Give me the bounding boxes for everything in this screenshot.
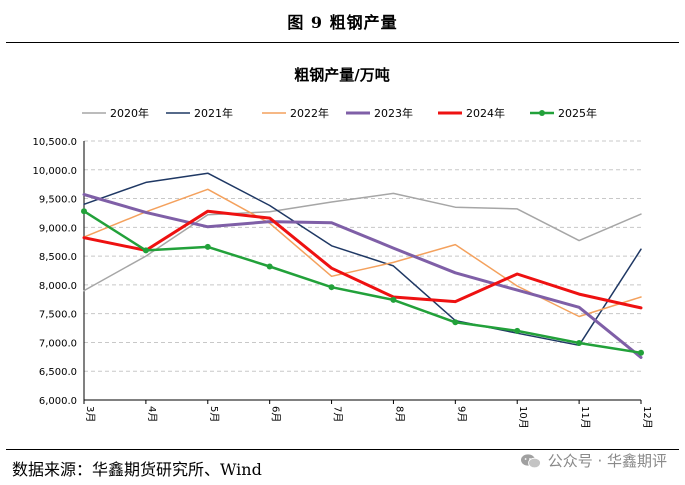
legend-label: 2020年	[110, 106, 149, 120]
watermark: 公众号 · 华鑫期评	[520, 450, 667, 471]
x-tick-label: 4月	[146, 406, 158, 422]
y-tick-label: 6,000.0	[39, 396, 77, 407]
legend-item: 2020年	[82, 106, 149, 120]
data-point	[328, 284, 335, 291]
x-tick-label: 10月	[517, 406, 529, 429]
y-tick-label: 6,500.0	[39, 367, 77, 378]
legend-item: 2025年	[530, 106, 597, 120]
wechat-icon	[520, 453, 541, 468]
y-tick-label: 10,500.0	[32, 137, 77, 148]
legend-label: 2021年	[194, 106, 233, 120]
plot-area	[81, 172, 644, 359]
y-tick-label: 7,500.0	[39, 310, 77, 321]
series-line	[83, 192, 642, 292]
y-tick-label: 9,000.0	[39, 223, 77, 234]
series-line	[82, 209, 643, 310]
y-axis: 6,000.0 6,500.0 7,000.0 7,500.0 8,000.0 8,500…	[32, 137, 85, 407]
grid	[84, 140, 641, 372]
watermark-text: 公众号 · 华鑫期评	[547, 452, 667, 470]
x-tick-label: 6月	[270, 406, 282, 422]
data-point	[142, 247, 149, 254]
x-tick-label: 8月	[393, 406, 405, 422]
legend-item: 2022年	[262, 106, 329, 120]
legend-item: 2024年	[438, 106, 505, 120]
x-tick-label: 12月	[641, 406, 653, 429]
series-line	[83, 172, 642, 347]
legend: 2020年 2021年 2022年 2023年 2024年 2025年	[82, 106, 597, 120]
legend-label: 2023年	[374, 106, 413, 120]
y-tick-label: 8,500.0	[39, 252, 77, 263]
legend-item: 2021年	[166, 106, 233, 120]
x-tick-label: 3月	[84, 406, 96, 422]
top-rule	[6, 42, 679, 43]
x-tick-label: 7月	[332, 406, 344, 422]
data-point	[452, 319, 459, 326]
legend-label: 2024年	[466, 106, 505, 120]
data-point	[390, 296, 397, 303]
data-point	[638, 349, 644, 356]
series-line	[82, 209, 643, 355]
y-tick-label: 8,000.0	[39, 281, 77, 292]
data-point	[204, 243, 211, 250]
legend-label: 2022年	[290, 106, 329, 120]
data-point	[514, 327, 521, 334]
series-line	[83, 188, 642, 318]
y-tick-label: 10,000.0	[32, 166, 77, 177]
data-point	[576, 340, 583, 347]
figure-title: 图 9 粗钢产量	[287, 13, 398, 32]
data-point	[81, 208, 87, 215]
source-note: 数据来源：华鑫期货研究所、Wind	[12, 460, 262, 479]
legend-label: 2025年	[558, 106, 597, 120]
x-tick-label: 11月	[579, 406, 591, 429]
bottom-rule	[6, 449, 679, 450]
legend-item: 2023年	[346, 106, 413, 120]
x-axis: 3月 4月 5月 6月 7月 8月 9月 10月 11月 12月	[83, 399, 653, 429]
x-tick-label: 5月	[208, 406, 220, 422]
data-point	[266, 263, 273, 270]
y-tick-label: 9,500.0	[39, 195, 77, 206]
x-tick-label: 9月	[455, 406, 467, 422]
series-line	[82, 193, 643, 359]
legend-marker	[539, 110, 545, 116]
chart-title: 粗钢产量/万吨	[294, 66, 389, 84]
y-tick-label: 7,000.0	[39, 338, 77, 349]
